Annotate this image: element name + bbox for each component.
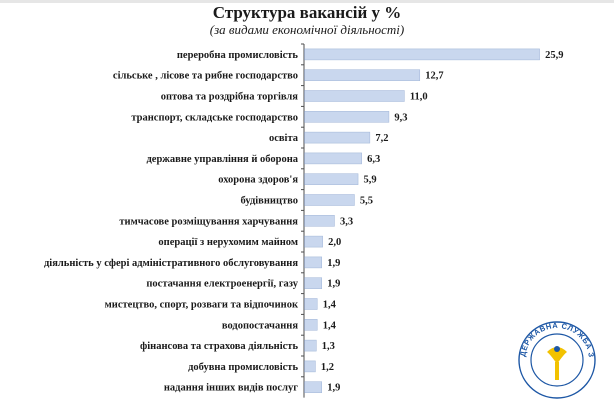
category-label: державне управління й оборона: [147, 154, 299, 165]
chart-title: Структура вакансій у %: [212, 3, 402, 22]
category-label: охорона здоров'я: [218, 175, 298, 186]
top-border: [0, 0, 614, 3]
bar: [304, 90, 405, 102]
data-label: 2,0: [328, 237, 341, 248]
data-label: 1,2: [321, 362, 334, 373]
bar: [304, 131, 371, 144]
chart-subtitle: (за видами економічної діяльності): [209, 22, 405, 37]
bar: [304, 235, 323, 248]
bar: [304, 319, 318, 331]
logo-ring-inner: [530, 333, 584, 387]
data-label: 9,3: [394, 112, 407, 123]
data-label: 5,9: [364, 175, 377, 186]
logo-emblem-dot: [554, 346, 560, 352]
bar: [304, 173, 359, 185]
bar: [304, 298, 318, 310]
data-label: 1,9: [327, 279, 340, 290]
bar: [304, 215, 335, 227]
bar: [304, 339, 317, 352]
bar: [304, 48, 540, 61]
category-label: надання інших видів послуг: [164, 383, 298, 394]
bar: [304, 194, 355, 206]
data-label: 1,4: [323, 300, 337, 311]
category-label: тимчасове розміщування харчування: [119, 216, 298, 227]
data-label: 3,3: [340, 216, 353, 227]
category-label: операції з нерухомим майном: [158, 237, 298, 248]
data-label: 12,7: [425, 71, 443, 82]
data-label: 25,9: [545, 50, 563, 61]
data-label: 6,3: [367, 154, 380, 165]
data-label: 5,5: [360, 196, 373, 207]
employment-service-logo: ДЕРЖАВНА СЛУЖБА ЗАЙНЯТОСТІ: [512, 312, 596, 399]
data-label: 1,9: [327, 258, 340, 269]
bar: [304, 360, 316, 373]
category-label: мистецтво, спорт, розваги та відпочинок: [105, 300, 299, 311]
bar: [304, 152, 362, 165]
bar: [304, 69, 421, 81]
bar: [304, 277, 322, 289]
category-label: оптова та роздрібна торгівля: [161, 92, 299, 103]
logo-emblem-icon: [547, 347, 567, 364]
category-label: сільське , лісове та рибне господарство: [113, 71, 298, 82]
category-label: будівництво: [241, 196, 299, 207]
category-label: водопостачання: [222, 320, 298, 331]
data-label: 7,2: [375, 133, 388, 144]
category-label: транспорт, складське господарство: [131, 112, 298, 123]
bar: [304, 111, 390, 123]
bars-group: переробна промисловість 25,9 сільське , лі…: [44, 43, 563, 398]
category-label: освіта: [269, 133, 299, 144]
category-label: діяльність у сфері адміністративного обс…: [44, 258, 298, 269]
category-label: переробна промисловість: [177, 50, 299, 61]
data-label: 1,4: [323, 320, 337, 331]
category-label: добувна промисловість: [188, 362, 298, 373]
logo-emblem-stem: [555, 362, 559, 380]
category-label: постачання електроенергії, газу: [146, 279, 298, 290]
logo-ring-outer: [518, 321, 596, 399]
data-label: 1,3: [322, 341, 335, 352]
data-label: 11,0: [410, 92, 428, 103]
data-label: 1,9: [327, 383, 340, 394]
bar: [304, 256, 322, 269]
bar: [304, 381, 322, 393]
category-label: фінансова та страхова діяльність: [140, 341, 298, 352]
